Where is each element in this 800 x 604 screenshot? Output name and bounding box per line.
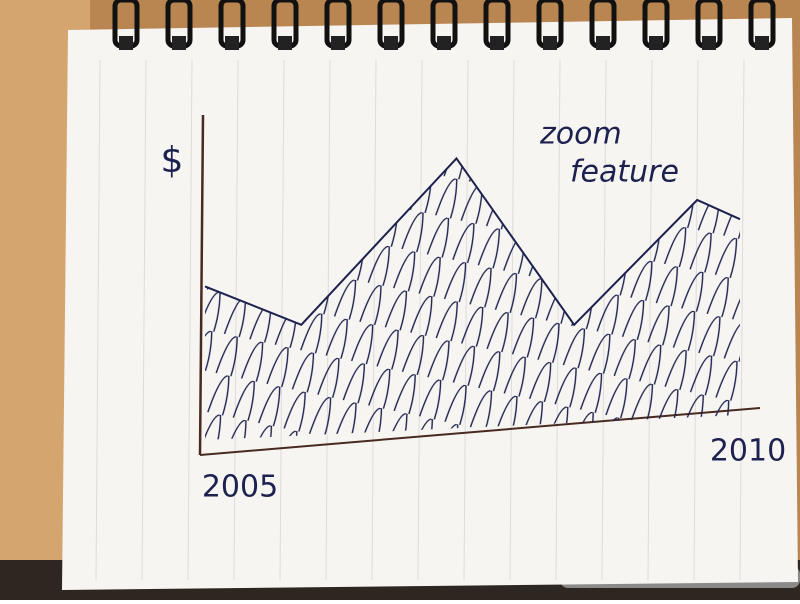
annotation: feature [570, 155, 679, 190]
x-tick-label: 2005 [202, 470, 278, 505]
y-axis-label: $ [161, 140, 184, 181]
x-tick-label: 2010 [710, 434, 786, 469]
spiral [112, 0, 776, 50]
y-axis [198, 114, 205, 456]
area-line [204, 156, 741, 327]
annotation: zoom [539, 117, 622, 152]
area-fill [205, 158, 740, 440]
